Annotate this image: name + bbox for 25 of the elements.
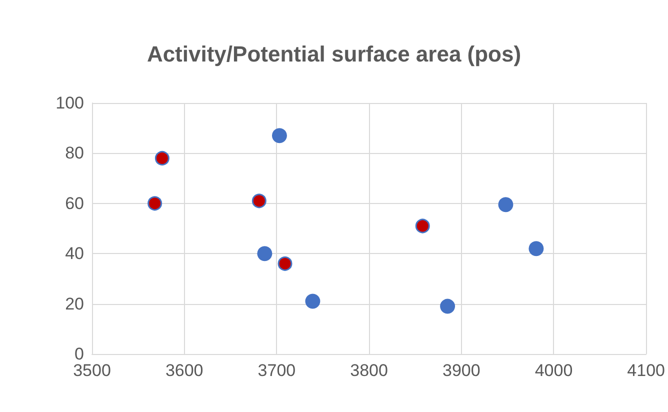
point xyxy=(440,298,456,314)
x-tick-label: 4100 xyxy=(627,361,666,380)
y-tick-label: 20 xyxy=(65,294,84,314)
point xyxy=(257,246,272,262)
x-tick-label: 4000 xyxy=(534,361,573,380)
point xyxy=(252,194,266,208)
x-tick-label: 3700 xyxy=(258,361,296,380)
x-tick-label: 3600 xyxy=(165,361,204,380)
x-tick-label: 3800 xyxy=(350,361,388,380)
y-tick-label: 40 xyxy=(65,244,84,264)
x-tick-label: 3900 xyxy=(442,361,480,380)
point xyxy=(305,294,320,309)
point xyxy=(154,150,170,166)
y-tick-label: 80 xyxy=(65,144,84,163)
point xyxy=(528,241,544,256)
point xyxy=(498,197,514,212)
y-tick-label: 100 xyxy=(56,94,84,112)
chart-title: Activity/Potential surface area (pos) xyxy=(146,42,522,66)
point xyxy=(415,218,430,234)
point xyxy=(148,196,162,211)
y-tick-label: 60 xyxy=(65,194,84,213)
point xyxy=(272,128,287,144)
point xyxy=(278,256,292,271)
x-tick-label: 3500 xyxy=(73,361,111,380)
y-tick-label: 0 xyxy=(74,344,84,364)
